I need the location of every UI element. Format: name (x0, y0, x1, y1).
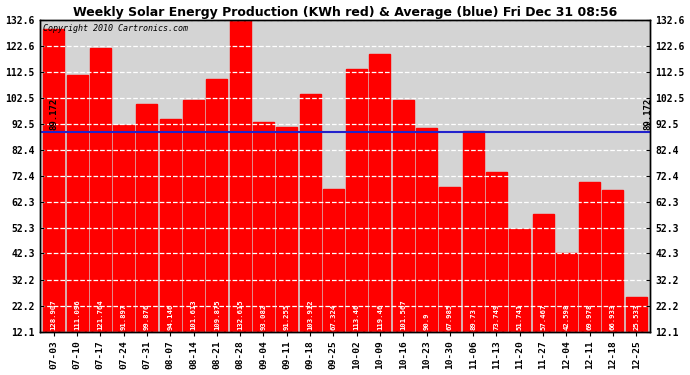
Bar (369, 54, 391, 332)
Bar (509, 229, 530, 332)
Text: 119.46: 119.46 (377, 304, 383, 330)
Bar (346, 69, 367, 332)
Bar (323, 189, 344, 332)
Text: 67.324: 67.324 (331, 304, 336, 330)
Bar (160, 119, 181, 332)
Bar (253, 122, 274, 332)
Text: 111.096: 111.096 (74, 300, 80, 330)
Bar (602, 190, 624, 332)
Text: 42.598: 42.598 (563, 304, 569, 330)
Bar (393, 100, 414, 332)
Text: 109.875: 109.875 (214, 300, 220, 330)
Text: 90.9: 90.9 (424, 313, 430, 330)
Bar (626, 297, 647, 332)
Bar (90, 48, 111, 332)
Bar (486, 172, 507, 332)
Text: 101.567: 101.567 (400, 300, 406, 330)
Bar (43, 29, 64, 332)
Bar (206, 78, 227, 332)
Text: 91.897: 91.897 (121, 304, 127, 330)
Bar (299, 94, 321, 332)
Text: 93.082: 93.082 (260, 304, 266, 330)
Bar (579, 182, 600, 332)
Text: 103.912: 103.912 (307, 300, 313, 330)
Text: 89.172: 89.172 (49, 97, 58, 129)
Text: 94.146: 94.146 (167, 304, 173, 330)
Text: Copyright 2010 Cartronics.com: Copyright 2010 Cartronics.com (43, 24, 188, 33)
Bar (230, 20, 250, 332)
Text: 69.978: 69.978 (586, 304, 593, 330)
Text: 89.73: 89.73 (470, 309, 476, 330)
Bar (416, 128, 437, 332)
Text: 99.876: 99.876 (144, 304, 150, 330)
Bar (463, 131, 484, 332)
Text: 66.933: 66.933 (610, 304, 616, 330)
Text: 25.533: 25.533 (633, 304, 639, 330)
Bar (66, 75, 88, 332)
Bar (440, 187, 460, 332)
Bar (533, 214, 553, 332)
Text: 51.741: 51.741 (517, 304, 523, 330)
Text: 57.467: 57.467 (540, 304, 546, 330)
Text: 128.907: 128.907 (51, 300, 57, 330)
Title: Weekly Solar Energy Production (KWh red) & Average (blue) Fri Dec 31 08:56: Weekly Solar Energy Production (KWh red)… (73, 6, 617, 18)
Text: 67.985: 67.985 (447, 304, 453, 330)
Bar (183, 100, 204, 332)
Bar (556, 253, 577, 332)
Text: 73.749: 73.749 (493, 304, 500, 330)
Text: 121.764: 121.764 (97, 300, 104, 330)
Text: 101.613: 101.613 (190, 300, 197, 330)
Text: 113.46: 113.46 (354, 304, 359, 330)
Text: 89.172: 89.172 (643, 97, 652, 129)
Bar (113, 125, 134, 332)
Text: 91.255: 91.255 (284, 304, 290, 330)
Bar (276, 127, 297, 332)
Text: 132.615: 132.615 (237, 300, 243, 330)
Bar (137, 104, 157, 332)
